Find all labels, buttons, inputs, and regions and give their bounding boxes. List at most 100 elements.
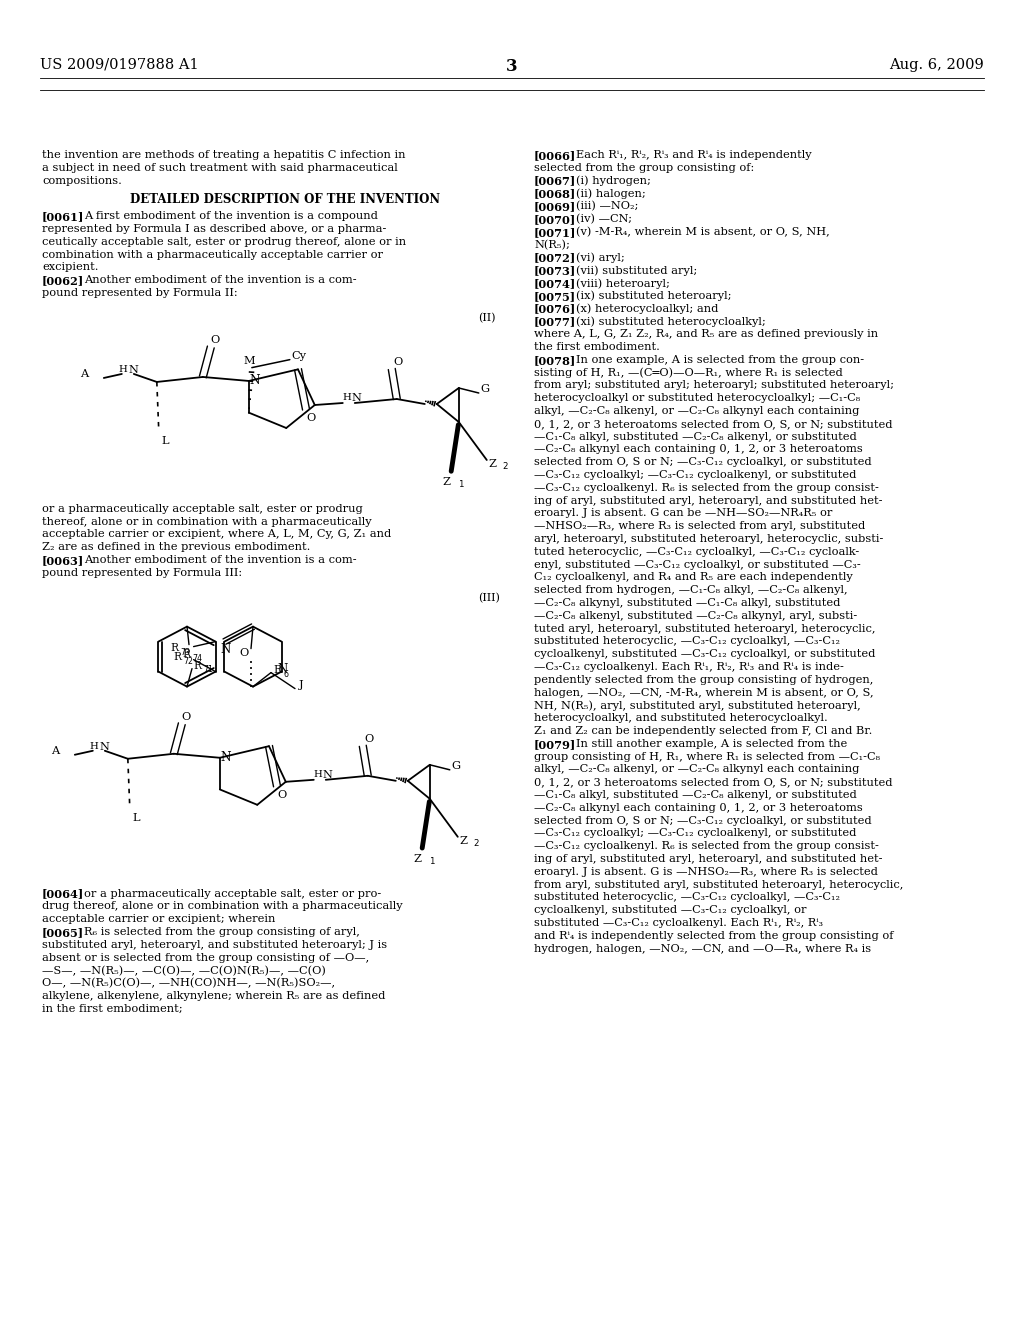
Text: combination with a pharmaceutically acceptable carrier or: combination with a pharmaceutically acce… (42, 249, 383, 260)
Text: Another embodiment of the invention is a com-: Another embodiment of the invention is a… (84, 275, 356, 285)
Text: —C₂-C₈ alkynyl each containing 0, 1, 2, or 3 heteroatoms: —C₂-C₈ alkynyl each containing 0, 1, 2, … (534, 445, 863, 454)
Text: substituted —C₃-C₁₂ cycloalkenyl. Each Rⁱ₁, Rⁱ₂, Rⁱ₃: substituted —C₃-C₁₂ cycloalkenyl. Each R… (534, 917, 823, 928)
Text: N: N (278, 663, 288, 676)
Text: (II): (II) (478, 313, 496, 323)
Text: drug thereof, alone or in combination with a pharmaceutically: drug thereof, alone or in combination wi… (42, 902, 402, 911)
Text: Z₁ and Z₂ can be independently selected from F, Cl and Br.: Z₁ and Z₂ can be independently selected … (534, 726, 872, 737)
Text: (v) -M-R₄, wherein M is absent, or O, S, NH,: (v) -M-R₄, wherein M is absent, or O, S,… (575, 227, 829, 238)
Text: a subject in need of such treatment with said pharmaceutical: a subject in need of such treatment with… (42, 162, 397, 173)
Text: A: A (51, 746, 59, 756)
Text: US 2009/0197888 A1: US 2009/0197888 A1 (40, 58, 199, 73)
Text: Cy: Cy (292, 351, 307, 360)
Text: —C₂-C₈ alkynyl each containing 0, 1, 2, or 3 heteroatoms: —C₂-C₈ alkynyl each containing 0, 1, 2, … (534, 803, 863, 813)
Text: H: H (313, 770, 323, 779)
Text: enyl, substituted —C₃-C₁₂ cycloalkyl, or substituted —C₃-: enyl, substituted —C₃-C₁₂ cycloalkyl, or… (534, 560, 861, 570)
Text: pound represented by Formula II:: pound represented by Formula II: (42, 288, 238, 298)
Text: from aryl; substituted aryl; heteroaryl; substituted heteroaryl;: from aryl; substituted aryl; heteroaryl;… (534, 380, 894, 391)
Text: [0076]: [0076] (534, 304, 577, 314)
Text: [0065]: [0065] (42, 927, 84, 939)
Text: halogen, —NO₂, —CN, -M-R₄, wherein M is absent, or O, S,: halogen, —NO₂, —CN, -M-R₄, wherein M is … (534, 688, 873, 697)
Text: In still another example, A is selected from the: In still another example, A is selected … (575, 739, 847, 748)
Text: NH, N(R₅), aryl, substituted aryl, substituted heteroaryl,: NH, N(R₅), aryl, substituted aryl, subst… (534, 701, 861, 711)
Text: O: O (239, 648, 248, 657)
Text: Z₂ are as defined in the previous embodiment.: Z₂ are as defined in the previous embodi… (42, 543, 310, 552)
Text: selected from O, S or N; —C₃-C₁₂ cycloalkyl, or substituted: selected from O, S or N; —C₃-C₁₂ cycloal… (534, 816, 871, 825)
Text: —C₃-C₁₂ cycloalkenyl. R₆ is selected from the group consist-: —C₃-C₁₂ cycloalkenyl. R₆ is selected fro… (534, 841, 879, 851)
Text: substituted heterocyclic, —C₃-C₁₂ cycloalkyl, —C₃-C₁₂: substituted heterocyclic, —C₃-C₁₂ cycloa… (534, 892, 840, 903)
Text: the first embodiment.: the first embodiment. (534, 342, 659, 352)
Text: 1: 1 (429, 857, 434, 866)
Text: substituted heterocyclic, —C₃-C₁₂ cycloalkyl, —C₃-C₁₂: substituted heterocyclic, —C₃-C₁₂ cycloa… (534, 636, 840, 647)
Text: O: O (306, 413, 315, 424)
Text: N: N (323, 770, 333, 780)
Text: 72: 72 (183, 656, 194, 665)
Text: H: H (119, 364, 128, 374)
Text: (vi) aryl;: (vi) aryl; (575, 252, 625, 263)
Text: where A, L, G, Z₁ Z₂, R₄, and R₅ are as defined previously in: where A, L, G, Z₁ Z₂, R₄, and R₅ are as … (534, 329, 879, 339)
Text: —C₃-C₁₂ cycloalkenyl. R₆ is selected from the group consist-: —C₃-C₁₂ cycloalkenyl. R₆ is selected fro… (534, 483, 879, 492)
Text: (iv) —CN;: (iv) —CN; (575, 214, 632, 224)
Text: 0, 1, 2, or 3 heteroatoms selected from O, S, or N; substituted: 0, 1, 2, or 3 heteroatoms selected from … (534, 418, 893, 429)
Text: pendently selected from the group consisting of hydrogen,: pendently selected from the group consis… (534, 675, 873, 685)
Text: [0063]: [0063] (42, 554, 84, 566)
Text: from aryl, substituted aryl, substituted heteroaryl, heterocyclic,: from aryl, substituted aryl, substituted… (534, 879, 903, 890)
Text: tuted aryl, heteroaryl, substituted heteroaryl, heterocyclic,: tuted aryl, heteroaryl, substituted hete… (534, 623, 876, 634)
Text: (x) heterocycloalkyl; and: (x) heterocycloalkyl; and (575, 304, 719, 314)
Text: heterocycloalkyl or substituted heterocycloalkyl; —C₁-C₈: heterocycloalkyl or substituted heterocy… (534, 393, 860, 403)
Text: cycloalkenyl, substituted —C₃-C₁₂ cycloalkyl, or: cycloalkenyl, substituted —C₃-C₁₂ cycloa… (534, 906, 807, 915)
Text: substituted aryl, heteroaryl, and substituted heteroaryl; J is: substituted aryl, heteroaryl, and substi… (42, 940, 387, 950)
Text: —C₃-C₁₂ cycloalkyl; —C₃-C₁₂ cycloalkenyl, or substituted: —C₃-C₁₂ cycloalkyl; —C₃-C₁₂ cycloalkenyl… (534, 470, 856, 480)
Text: in the first embodiment;: in the first embodiment; (42, 1003, 182, 1014)
Text: O: O (182, 711, 191, 722)
Text: [0071]: [0071] (534, 227, 577, 238)
Text: acceptable carrier or excipient, where A, L, M, Cy, G, Z₁ and: acceptable carrier or excipient, where A… (42, 529, 391, 540)
Text: Aug. 6, 2009: Aug. 6, 2009 (889, 58, 984, 73)
Text: compositions.: compositions. (42, 176, 122, 186)
Text: A: A (80, 370, 88, 379)
Text: [0067]: [0067] (534, 176, 577, 186)
Text: ing of aryl, substituted aryl, heteroaryl, and substituted het-: ing of aryl, substituted aryl, heteroary… (534, 495, 883, 506)
Text: represented by Formula I as described above, or a pharma-: represented by Formula I as described ab… (42, 224, 386, 234)
Text: G: G (481, 384, 489, 393)
Text: [0062]: [0062] (42, 275, 84, 286)
Text: —C₁-C₈ alkyl, substituted —C₂-C₈ alkenyl, or substituted: —C₁-C₈ alkyl, substituted —C₂-C₈ alkenyl… (534, 432, 857, 442)
Text: 1: 1 (458, 480, 463, 488)
Text: N(R₅);: N(R₅); (534, 240, 570, 249)
Text: tuted heterocyclic, —C₃-C₁₂ cycloalkyl, —C₃-C₁₂ cycloalk-: tuted heterocyclic, —C₃-C₁₂ cycloalkyl, … (534, 546, 859, 557)
Text: (ii) halogen;: (ii) halogen; (575, 189, 646, 199)
Text: J: J (299, 680, 304, 689)
Text: thereof, alone or in combination with a pharmaceutically: thereof, alone or in combination with a … (42, 516, 372, 527)
Text: G: G (452, 760, 461, 771)
Text: hydrogen, halogen, —NO₂, —CN, and —O—R₄, where R₄ is: hydrogen, halogen, —NO₂, —CN, and —O—R₄,… (534, 944, 871, 953)
Text: DETAILED DESCRIPTION OF THE INVENTION: DETAILED DESCRIPTION OF THE INVENTION (130, 194, 440, 206)
Text: —C₃-C₁₂ cycloalkenyl. Each Rⁱ₁, Rⁱ₂, Rⁱ₃ and Rⁱ₄ is inde-: —C₃-C₁₂ cycloalkenyl. Each Rⁱ₁, Rⁱ₂, Rⁱ₃… (534, 663, 844, 672)
Text: (III): (III) (478, 593, 500, 603)
Text: —C₁-C₈ alkyl, substituted —C₂-C₈ alkenyl, or substituted: —C₁-C₈ alkyl, substituted —C₂-C₈ alkenyl… (534, 789, 857, 800)
Text: L: L (133, 813, 140, 822)
Text: eroaryl. J is absent. G is —NHSO₂—R₃, where R₃ is selected: eroaryl. J is absent. G is —NHSO₂—R₃, wh… (534, 867, 878, 876)
Text: alkyl, —C₂-C₈ alkenyl, or —C₂-C₈ alkynyl each containing: alkyl, —C₂-C₈ alkenyl, or —C₂-C₈ alkynyl… (534, 764, 859, 775)
Text: (xi) substituted heterocycloalkyl;: (xi) substituted heterocycloalkyl; (575, 317, 766, 327)
Text: O: O (394, 356, 403, 367)
Text: (ix) substituted heteroaryl;: (ix) substituted heteroaryl; (575, 290, 731, 301)
Text: the invention are methods of treating a hepatitis C infection in: the invention are methods of treating a … (42, 150, 406, 160)
Text: N: N (250, 374, 260, 387)
Text: and Rⁱ₄ is independently selected from the group consisting of: and Rⁱ₄ is independently selected from t… (534, 931, 894, 941)
Text: C₁₂ cycloalkenyl, and R₄ and R₅ are each independently: C₁₂ cycloalkenyl, and R₄ and R₅ are each… (534, 573, 853, 582)
Text: In one example, A is selected from the group con-: In one example, A is selected from the g… (575, 355, 864, 364)
Text: (vii) substituted aryl;: (vii) substituted aryl; (575, 265, 697, 276)
Text: Z: Z (488, 459, 497, 469)
Text: (iii) —NO₂;: (iii) —NO₂; (575, 201, 638, 211)
Text: 74: 74 (193, 653, 202, 663)
Text: L: L (162, 436, 169, 446)
Text: R: R (174, 652, 181, 661)
Text: cycloalkenyl, substituted —C₃-C₁₂ cycloalkyl, or substituted: cycloalkenyl, substituted —C₃-C₁₂ cycloa… (534, 649, 876, 659)
Text: H: H (90, 742, 98, 751)
Text: R: R (193, 660, 201, 671)
Text: N: N (352, 393, 361, 403)
Text: R: R (273, 664, 281, 675)
Text: 6: 6 (283, 669, 288, 678)
Text: selected from O, S or N; —C₃-C₁₂ cycloalkyl, or substituted: selected from O, S or N; —C₃-C₁₂ cycloal… (534, 457, 871, 467)
Text: ing of aryl, substituted aryl, heteroaryl, and substituted het-: ing of aryl, substituted aryl, heteroary… (534, 854, 883, 865)
Text: acceptable carrier or excipient; wherein: acceptable carrier or excipient; wherein (42, 915, 275, 924)
